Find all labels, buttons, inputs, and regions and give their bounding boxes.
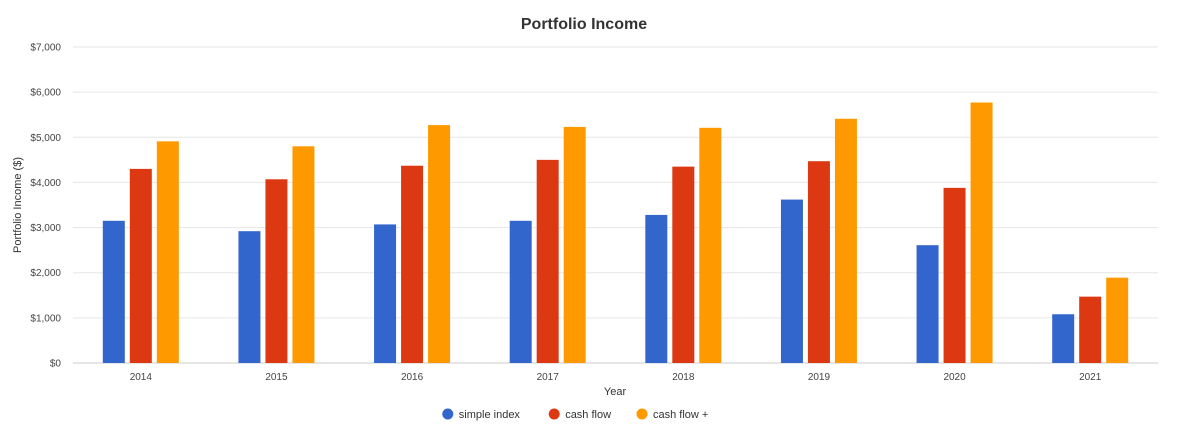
legend-swatch <box>636 408 648 420</box>
bar-cash-flow-2018[interactable] <box>699 127 722 363</box>
bar-simple-index-2014[interactable] <box>102 220 125 363</box>
bar-cash-flow-2015[interactable] <box>292 146 315 363</box>
y-tick-label: $0 <box>50 359 62 370</box>
x-tick-label: 2016 <box>401 372 424 383</box>
bar-cash-flow-2018[interactable] <box>672 166 695 363</box>
y-tick-label: $2,000 <box>30 268 61 279</box>
bar-cash-flow-2015[interactable] <box>265 179 288 363</box>
x-tick-label: 2014 <box>130 372 153 383</box>
bar-cash-flow-2020[interactable] <box>943 187 966 363</box>
y-axis-ticks: $0 $1,000 $2,000 $3,000 $4,000 $5,000 $6,000 $7… <box>30 43 61 370</box>
bar-simple-index-2019[interactable] <box>780 199 803 363</box>
legend-item[interactable]: cash flow + <box>636 408 709 422</box>
x-tick-label: 2017 <box>537 372 560 383</box>
gridlines <box>73 46 1158 364</box>
legend-label: simple index <box>459 409 521 421</box>
legend-item[interactable]: simple index <box>442 408 521 422</box>
bar-simple-index-2016[interactable] <box>374 224 397 363</box>
bar-simple-index-2020[interactable] <box>916 245 939 363</box>
bar-cash-flow-2021[interactable] <box>1079 296 1102 363</box>
y-tick-label: $3,000 <box>30 223 61 234</box>
bar-cash-flow-2014[interactable] <box>129 168 152 363</box>
bar-simple-index-2021[interactable] <box>1052 314 1075 363</box>
chart-title: Portfolio Income <box>521 16 647 33</box>
y-tick-label: $1,000 <box>30 313 61 324</box>
bar-simple-index-2017[interactable] <box>509 220 532 363</box>
legend-label: cash flow <box>565 409 611 421</box>
bar-cash-flow-2019[interactable] <box>834 118 857 363</box>
bar-cash-flow-2017[interactable] <box>563 126 586 363</box>
y-tick-label: $6,000 <box>30 88 61 99</box>
x-tick-label: 2015 <box>265 372 288 383</box>
bar-simple-index-2015[interactable] <box>238 231 261 363</box>
bar-cash-flow-2017[interactable] <box>536 159 559 363</box>
bar-cash-flow-2021[interactable] <box>1106 277 1129 363</box>
bar-simple-index-2018[interactable] <box>645 214 668 363</box>
x-tick-label: 2021 <box>1079 372 1102 383</box>
bar-cash-flow-2019[interactable] <box>807 161 830 363</box>
bar-cash-flow-2014[interactable] <box>156 141 179 363</box>
bars <box>102 102 1129 364</box>
legend[interactable]: simple index cash flow cash flow + <box>442 408 709 422</box>
bar-cash-flow-2016[interactable] <box>428 125 451 364</box>
y-tick-label: $7,000 <box>30 43 61 54</box>
legend-item[interactable]: cash flow <box>548 408 611 422</box>
y-tick-label: $4,000 <box>30 178 61 189</box>
legend-swatch <box>548 408 560 420</box>
legend-label: cash flow + <box>653 409 708 421</box>
bar-cash-flow-2020[interactable] <box>970 102 993 364</box>
x-axis-ticks: 2014 2015 2016 2017 2018 2019 2020 2021 <box>130 372 1102 383</box>
legend-swatch <box>442 408 454 420</box>
x-tick-label: 2019 <box>808 372 831 383</box>
bar-cash-flow-2016[interactable] <box>401 165 424 363</box>
x-tick-label: 2020 <box>943 372 966 383</box>
y-axis-label: Portfolio Income ($) <box>12 157 24 253</box>
y-tick-label: $5,000 <box>30 133 61 144</box>
x-axis-label: Year <box>604 386 627 398</box>
x-tick-label: 2018 <box>672 372 695 383</box>
